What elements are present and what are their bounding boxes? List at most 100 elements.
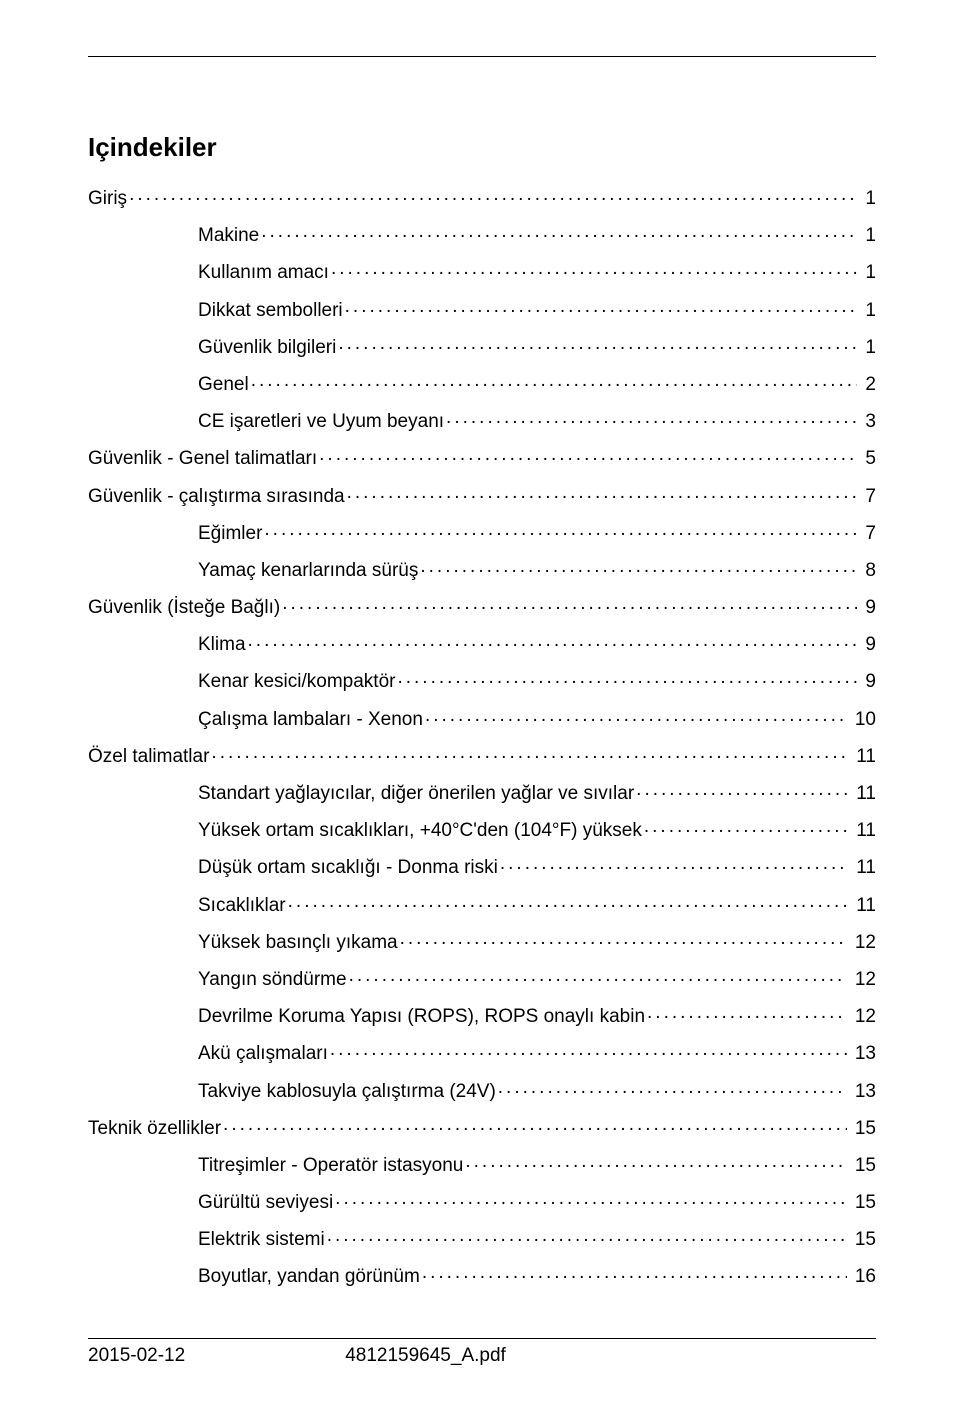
toc-entry-label: Çalışma lambaları - Xenon xyxy=(198,710,423,729)
toc-entry-label: Giriş xyxy=(88,189,127,208)
footer-filename: 4812159645_A.pdf xyxy=(185,1345,876,1367)
toc-entry-page: 9 xyxy=(859,672,876,691)
footer-rule xyxy=(88,1338,876,1339)
toc-entry: Özel talimatlar 11 xyxy=(88,743,876,766)
toc-entry-page: 13 xyxy=(849,1082,876,1101)
toc-entry-page: 11 xyxy=(850,896,876,915)
toc-entry: Yangın söndürme12 xyxy=(88,966,876,989)
toc-entry-page: 16 xyxy=(849,1267,876,1286)
toc-entry-label: Dikkat sembolleri xyxy=(198,301,343,320)
toc-leader-dots xyxy=(498,1078,847,1097)
document-page: Içindekiler Giriş1Makine1Kullanım amacı1… xyxy=(0,0,960,1417)
toc-leader-dots xyxy=(647,1003,847,1022)
toc-leader-dots xyxy=(330,1040,847,1059)
toc-entry: CE işaretleri ve Uyum beyanı 3 xyxy=(88,408,876,431)
toc-leader-dots xyxy=(636,780,848,799)
toc-entry: Devrilme Koruma Yapısı (ROPS), ROPS onay… xyxy=(88,1003,876,1026)
toc-leader-dots xyxy=(420,557,857,576)
page-title: Içindekiler xyxy=(88,132,876,163)
toc-entry-page: 10 xyxy=(849,710,876,729)
toc-leader-dots xyxy=(349,966,847,985)
content-area: Içindekiler Giriş1Makine1Kullanım amacı1… xyxy=(88,132,876,1301)
toc-entry-page: 12 xyxy=(849,970,876,989)
toc-entry-page: 15 xyxy=(849,1230,876,1249)
toc-entry-page: 11 xyxy=(850,821,876,840)
toc-entry-page: 1 xyxy=(859,263,876,282)
toc-entry-label: Güvenlik bilgileri xyxy=(198,338,336,357)
toc-entry: Standart yağlayıcılar, diğer önerilen ya… xyxy=(88,780,876,803)
toc-entry-page: 15 xyxy=(849,1156,876,1175)
toc-entry-label: Özel talimatlar xyxy=(88,747,209,766)
toc-leader-dots xyxy=(282,594,857,613)
toc-entry-label: CE işaretleri ve Uyum beyanı xyxy=(198,412,444,431)
toc-entry-label: Kullanım amacı xyxy=(198,263,329,282)
toc-entry: Güvenlik - Genel talimatları 5 xyxy=(88,445,876,468)
toc-entry: Makine1 xyxy=(88,222,876,245)
toc-entry: Genel 2 xyxy=(88,371,876,394)
toc-entry: Giriş1 xyxy=(88,185,876,208)
toc-entry: Elektrik sistemi 15 xyxy=(88,1226,876,1249)
toc-entry: Güvenlik - çalıştırma sırasında 7 xyxy=(88,483,876,506)
toc-leader-dots xyxy=(251,371,858,390)
toc-entry-label: Genel xyxy=(198,375,249,394)
toc-leader-dots xyxy=(261,222,857,241)
toc-entry-label: Takviye kablosuyla çalıştırma (24V) xyxy=(198,1082,496,1101)
toc-leader-dots xyxy=(465,1152,846,1171)
toc-entry-page: 12 xyxy=(849,933,876,952)
toc-entry-page: 7 xyxy=(859,524,876,543)
toc-entry-label: Titreşimler - Operatör istasyonu xyxy=(198,1156,463,1175)
toc-entry-page: 15 xyxy=(849,1193,876,1212)
toc-entry: Eğimler 7 xyxy=(88,520,876,543)
toc-entry-label: Teknik özellikler xyxy=(88,1119,221,1138)
toc-entry-page: 7 xyxy=(859,487,876,506)
toc-leader-dots xyxy=(223,1115,847,1134)
toc-leader-dots xyxy=(347,483,858,502)
toc-entry-page: 3 xyxy=(859,412,876,431)
toc-entry-label: Yüksek ortam sıcaklıkları, +40°C'den (10… xyxy=(198,821,642,840)
toc-entry: Akü çalışmaları13 xyxy=(88,1040,876,1063)
toc-entry: Çalışma lambaları - Xenon 10 xyxy=(88,706,876,729)
toc-leader-dots xyxy=(400,929,847,948)
toc-entry-page: 11 xyxy=(850,858,876,877)
toc-entry-label: Devrilme Koruma Yapısı (ROPS), ROPS onay… xyxy=(198,1007,645,1026)
toc-entry: Yüksek ortam sıcaklıkları, +40°C'den (10… xyxy=(88,817,876,840)
toc-leader-dots xyxy=(288,892,849,911)
toc-entry-label: Eğimler xyxy=(198,524,262,543)
toc-entry-label: Akü çalışmaları xyxy=(198,1044,328,1063)
toc-entry: Teknik özellikler15 xyxy=(88,1115,876,1138)
toc-entry-page: 12 xyxy=(849,1007,876,1026)
toc-entry: Boyutlar, yandan görünüm16 xyxy=(88,1263,876,1286)
toc-entry: Kenar kesici/kompaktör 9 xyxy=(88,668,876,691)
header-rule xyxy=(88,56,876,57)
toc-entry: Sıcaklıklar 11 xyxy=(88,892,876,915)
toc-leader-dots xyxy=(338,334,857,353)
toc-leader-dots xyxy=(129,185,857,204)
toc-entry: Düşük ortam sıcaklığı - Donma riski 11 xyxy=(88,854,876,877)
toc-entry-label: Güvenlik - çalıştırma sırasında xyxy=(88,487,345,506)
toc-entry: Güvenlik bilgileri1 xyxy=(88,334,876,357)
toc-entry-label: Düşük ortam sıcaklığı - Donma riski xyxy=(198,858,498,877)
toc-entry-label: Elektrik sistemi xyxy=(198,1230,325,1249)
toc-entry-label: Güvenlik (İsteğe Bağlı) xyxy=(88,598,280,617)
toc-entry-page: 9 xyxy=(859,598,876,617)
toc-leader-dots xyxy=(644,817,848,836)
toc-entry-page: 1 xyxy=(859,301,876,320)
toc-entry-page: 2 xyxy=(859,375,876,394)
toc-entry: Titreşimler - Operatör istasyonu 15 xyxy=(88,1152,876,1175)
toc-leader-dots xyxy=(335,1189,847,1208)
toc-entry-page: 5 xyxy=(859,449,876,468)
toc-entry: Takviye kablosuyla çalıştırma (24V) 13 xyxy=(88,1078,876,1101)
toc-entry-label: Klima xyxy=(198,635,246,654)
toc-entry-label: Sıcaklıklar xyxy=(198,896,286,915)
toc-leader-dots xyxy=(331,259,857,278)
toc-entry-label: Gürültü seviyesi xyxy=(198,1193,333,1212)
toc-leader-dots xyxy=(422,1263,847,1282)
toc-entry: Gürültü seviyesi 15 xyxy=(88,1189,876,1212)
toc-entry-page: 8 xyxy=(859,561,876,580)
toc-entry: Yamaç kenarlarında sürüş8 xyxy=(88,557,876,580)
toc-leader-dots xyxy=(425,706,847,725)
toc-entry-page: 11 xyxy=(850,747,876,766)
toc-entry-label: Güvenlik - Genel talimatları xyxy=(88,449,317,468)
toc-leader-dots xyxy=(345,297,858,316)
toc-entry-label: Kenar kesici/kompaktör xyxy=(198,672,395,691)
